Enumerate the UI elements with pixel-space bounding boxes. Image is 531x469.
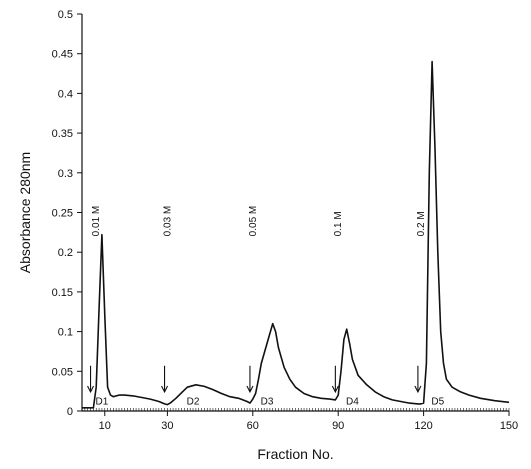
y-tick-label: 0.1 — [58, 327, 73, 339]
step-arrow-head — [414, 385, 422, 394]
peak-label: D4 — [346, 397, 359, 408]
y-tick-label: 0.25 — [52, 208, 73, 220]
y-tick-label: 0.4 — [58, 88, 73, 100]
x-ticks: 10 30 60 90 120 150 — [99, 411, 518, 432]
step-arrow-head — [161, 385, 169, 394]
x-tick-label: 60 — [247, 420, 259, 432]
peak-label: D2 — [187, 397, 200, 408]
step-arrow-head — [331, 385, 339, 394]
y-tick-label: 0.3 — [58, 168, 73, 180]
y-tick-label: 0.15 — [52, 287, 73, 299]
step-concentration-label: 0.05 M — [248, 206, 259, 237]
y-tick-label: 0.45 — [52, 49, 73, 61]
x-tick-label: 90 — [332, 420, 344, 432]
step-arrows: 0.01 M 0.03 M 0.05 M 0.1 M 0.2 M — [87, 206, 427, 394]
x-tick-label: 150 — [500, 420, 518, 432]
x-axis-title: Fraction No. — [257, 446, 333, 462]
x-tick-label: 10 — [99, 420, 111, 432]
series-group — [82, 60, 510, 409]
step-arrow-head — [87, 385, 95, 394]
step-concentration-label: 0.2 M — [416, 211, 427, 236]
peak-labels: D1 D2 D3 D4 D5 — [96, 397, 445, 408]
peak-label: D1 — [96, 397, 109, 408]
x-tick-label: 30 — [161, 420, 173, 432]
y-tick-label: 0.05 — [52, 366, 73, 378]
step-concentration-label: 0.03 M — [162, 206, 173, 237]
y-ticks: 0 0.05 0.1 0.15 0.2 0.25 0.3 0.35 0.4 0.45 0.5 — [52, 9, 82, 418]
peak-label: D5 — [431, 397, 444, 408]
peak-label: D3 — [261, 397, 274, 408]
x-tick-label: 120 — [414, 420, 432, 432]
step-arrow-head — [246, 385, 254, 394]
y-tick-label: 0.35 — [52, 128, 73, 140]
step-concentration-label: 0.01 M — [91, 206, 102, 237]
y-tick-label: 0 — [67, 406, 73, 418]
y-axis-title: Absorbance 280nm — [17, 152, 33, 273]
axes — [81, 14, 509, 412]
y-tick-label: 0.2 — [58, 247, 73, 259]
series-line-0 — [82, 60, 510, 409]
step-concentration-label: 0.1 M — [333, 211, 344, 236]
y-tick-label: 0.5 — [58, 9, 73, 21]
